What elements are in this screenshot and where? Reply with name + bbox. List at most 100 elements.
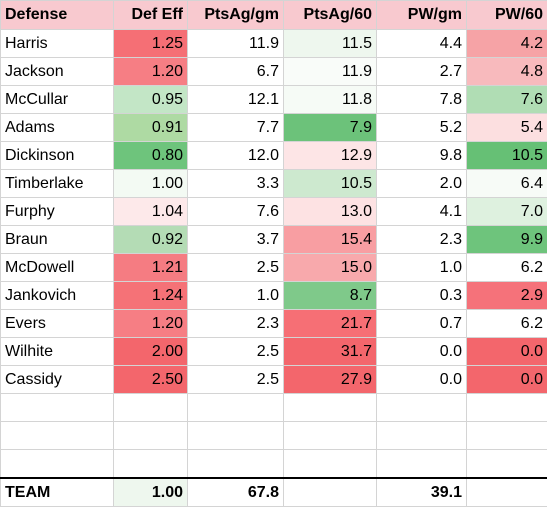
pw-60-cell[interactable]: 6.2 [466, 309, 547, 338]
player-name-cell[interactable]: Wilhite [0, 337, 114, 366]
pw-gm-cell[interactable]: 0.0 [376, 365, 467, 394]
empty-cell[interactable] [0, 421, 114, 450]
pts-ag-60-cell[interactable]: 11.5 [283, 29, 377, 58]
def-eff-cell[interactable]: 1.00 [113, 169, 188, 198]
pts-ag-60-cell[interactable]: 15.0 [283, 253, 377, 282]
pw-60-cell[interactable] [466, 477, 547, 507]
player-name-cell[interactable]: Braun [0, 225, 114, 254]
empty-cell[interactable] [466, 449, 547, 479]
empty-cell[interactable] [466, 393, 547, 422]
pts-ag-60-cell[interactable]: 7.9 [283, 113, 377, 142]
pw-gm-cell[interactable]: 4.4 [376, 29, 467, 58]
player-name-cell[interactable]: McCullar [0, 85, 114, 114]
pts-ag-gm-cell[interactable]: 2.3 [187, 309, 284, 338]
player-name-cell[interactable]: Jackson [0, 57, 114, 86]
pts-ag-gm-cell[interactable]: 3.3 [187, 169, 284, 198]
header-pts-ag-60[interactable]: PtsAg/60 [283, 0, 377, 30]
pw-60-cell[interactable]: 9.9 [466, 225, 547, 254]
pts-ag-60-cell[interactable]: 8.7 [283, 281, 377, 310]
pw-gm-cell[interactable]: 2.0 [376, 169, 467, 198]
def-eff-cell[interactable]: 0.95 [113, 85, 188, 114]
pw-gm-cell[interactable]: 39.1 [376, 477, 467, 507]
pts-ag-gm-cell[interactable]: 2.5 [187, 365, 284, 394]
def-eff-cell[interactable]: 0.80 [113, 141, 188, 170]
empty-cell[interactable] [187, 421, 284, 450]
pw-gm-cell[interactable]: 7.8 [376, 85, 467, 114]
player-name-cell[interactable]: Furphy [0, 197, 114, 226]
pts-ag-60-cell[interactable] [283, 477, 377, 507]
pw-gm-cell[interactable]: 4.1 [376, 197, 467, 226]
pts-ag-60-cell[interactable]: 13.0 [283, 197, 377, 226]
pw-60-cell[interactable]: 10.5 [466, 141, 547, 170]
pts-ag-60-cell[interactable]: 15.4 [283, 225, 377, 254]
pts-ag-gm-cell[interactable]: 2.5 [187, 253, 284, 282]
def-eff-cell[interactable]: 2.50 [113, 365, 188, 394]
pw-60-cell[interactable]: 0.0 [466, 337, 547, 366]
empty-cell[interactable] [283, 393, 377, 422]
pw-gm-cell[interactable]: 2.7 [376, 57, 467, 86]
pts-ag-60-cell[interactable]: 31.7 [283, 337, 377, 366]
player-name-cell[interactable]: Dickinson [0, 141, 114, 170]
empty-cell[interactable] [113, 393, 188, 422]
empty-cell[interactable] [283, 421, 377, 450]
pts-ag-gm-cell[interactable]: 11.9 [187, 29, 284, 58]
def-eff-cell[interactable]: 1.00 [113, 477, 188, 507]
pw-60-cell[interactable]: 5.4 [466, 113, 547, 142]
pw-60-cell[interactable]: 4.2 [466, 29, 547, 58]
pts-ag-gm-cell[interactable]: 12.1 [187, 85, 284, 114]
pw-gm-cell[interactable]: 9.8 [376, 141, 467, 170]
header-pw-60[interactable]: PW/60 [466, 0, 547, 30]
pw-60-cell[interactable]: 6.4 [466, 169, 547, 198]
def-eff-cell[interactable]: 1.24 [113, 281, 188, 310]
empty-cell[interactable] [187, 449, 284, 479]
pts-ag-60-cell[interactable]: 27.9 [283, 365, 377, 394]
empty-cell[interactable] [376, 421, 467, 450]
def-eff-cell[interactable]: 0.92 [113, 225, 188, 254]
pts-ag-gm-cell[interactable]: 7.6 [187, 197, 284, 226]
empty-cell[interactable] [113, 421, 188, 450]
player-name-cell[interactable]: TEAM [0, 477, 114, 507]
header-defense[interactable]: Defense [0, 0, 114, 30]
empty-cell[interactable] [283, 449, 377, 479]
pw-60-cell[interactable]: 7.6 [466, 85, 547, 114]
header-pw-gm[interactable]: PW/gm [376, 0, 467, 30]
header-def-eff[interactable]: Def Eff [113, 0, 188, 30]
pw-60-cell[interactable]: 7.0 [466, 197, 547, 226]
pw-gm-cell[interactable]: 0.7 [376, 309, 467, 338]
player-name-cell[interactable]: Jankovich [0, 281, 114, 310]
def-eff-cell[interactable]: 1.20 [113, 57, 188, 86]
empty-cell[interactable] [376, 393, 467, 422]
empty-cell[interactable] [0, 449, 114, 479]
pts-ag-gm-cell[interactable]: 7.7 [187, 113, 284, 142]
pts-ag-gm-cell[interactable]: 1.0 [187, 281, 284, 310]
empty-cell[interactable] [376, 449, 467, 479]
player-name-cell[interactable]: Evers [0, 309, 114, 338]
empty-cell[interactable] [0, 393, 114, 422]
pts-ag-gm-cell[interactable]: 2.5 [187, 337, 284, 366]
pw-gm-cell[interactable]: 0.0 [376, 337, 467, 366]
empty-cell[interactable] [113, 449, 188, 479]
empty-cell[interactable] [187, 393, 284, 422]
def-eff-cell[interactable]: 1.20 [113, 309, 188, 338]
def-eff-cell[interactable]: 1.04 [113, 197, 188, 226]
def-eff-cell[interactable]: 1.21 [113, 253, 188, 282]
pts-ag-60-cell[interactable]: 12.9 [283, 141, 377, 170]
player-name-cell[interactable]: McDowell [0, 253, 114, 282]
pw-gm-cell[interactable]: 1.0 [376, 253, 467, 282]
pw-gm-cell[interactable]: 5.2 [376, 113, 467, 142]
player-name-cell[interactable]: Cassidy [0, 365, 114, 394]
player-name-cell[interactable]: Adams [0, 113, 114, 142]
def-eff-cell[interactable]: 2.00 [113, 337, 188, 366]
pts-ag-60-cell[interactable]: 10.5 [283, 169, 377, 198]
pw-gm-cell[interactable]: 0.3 [376, 281, 467, 310]
pts-ag-gm-cell[interactable]: 67.8 [187, 477, 284, 507]
pts-ag-60-cell[interactable]: 11.8 [283, 85, 377, 114]
pts-ag-gm-cell[interactable]: 6.7 [187, 57, 284, 86]
def-eff-cell[interactable]: 1.25 [113, 29, 188, 58]
player-name-cell[interactable]: Harris [0, 29, 114, 58]
empty-cell[interactable] [466, 421, 547, 450]
pw-60-cell[interactable]: 6.2 [466, 253, 547, 282]
pw-gm-cell[interactable]: 2.3 [376, 225, 467, 254]
pts-ag-60-cell[interactable]: 21.7 [283, 309, 377, 338]
pts-ag-gm-cell[interactable]: 3.7 [187, 225, 284, 254]
